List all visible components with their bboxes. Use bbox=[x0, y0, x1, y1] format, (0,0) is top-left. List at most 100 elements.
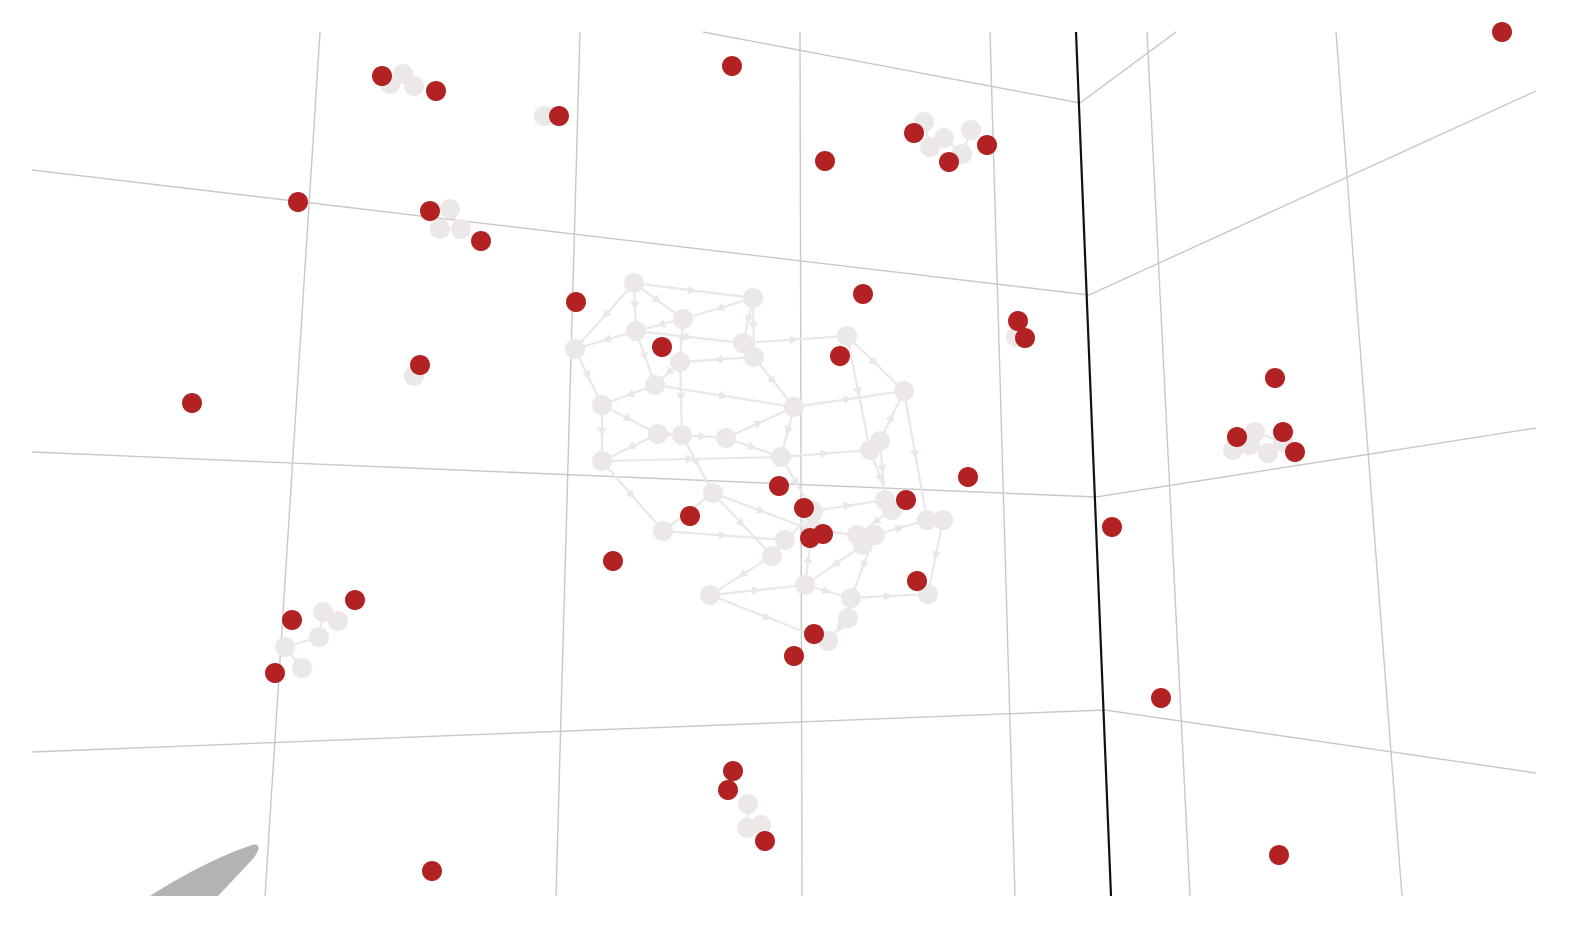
highlighted-node[interactable] bbox=[723, 761, 743, 781]
graph-node[interactable] bbox=[961, 120, 981, 140]
highlighted-node[interactable] bbox=[1008, 311, 1028, 331]
highlighted-node[interactable] bbox=[718, 780, 738, 800]
highlighted-node[interactable] bbox=[549, 106, 569, 126]
graph-node[interactable] bbox=[795, 575, 815, 595]
highlighted-node[interactable] bbox=[830, 346, 850, 366]
graph-node[interactable] bbox=[771, 447, 791, 467]
graph-node[interactable] bbox=[837, 326, 857, 346]
graph-node[interactable] bbox=[917, 510, 937, 530]
highlighted-node[interactable] bbox=[1265, 368, 1285, 388]
graph-node[interactable] bbox=[733, 333, 753, 353]
graph-node[interactable] bbox=[440, 199, 460, 219]
highlighted-node[interactable] bbox=[182, 393, 202, 413]
graph-node[interactable] bbox=[451, 219, 471, 239]
highlighted-node[interactable] bbox=[288, 192, 308, 212]
highlighted-node[interactable] bbox=[1269, 845, 1289, 865]
graph-node[interactable] bbox=[673, 309, 693, 329]
graph-node[interactable] bbox=[672, 425, 692, 445]
graph-node[interactable] bbox=[744, 347, 764, 367]
highlighted-node[interactable] bbox=[784, 646, 804, 666]
highlighted-node[interactable] bbox=[800, 528, 820, 548]
highlighted-node[interactable] bbox=[977, 135, 997, 155]
graph-node[interactable] bbox=[841, 588, 861, 608]
graph-node[interactable] bbox=[751, 815, 771, 835]
graph-node[interactable] bbox=[592, 395, 612, 415]
graph-node[interactable] bbox=[700, 585, 720, 605]
pointer-cursor-icon bbox=[150, 844, 259, 896]
highlighted-node[interactable] bbox=[958, 467, 978, 487]
graph-node[interactable] bbox=[838, 608, 858, 628]
graph-node[interactable] bbox=[1245, 422, 1265, 442]
graph-node[interactable] bbox=[934, 128, 954, 148]
graph-edge bbox=[793, 389, 905, 409]
graph-node[interactable] bbox=[762, 546, 782, 566]
graph-node[interactable] bbox=[309, 627, 329, 647]
highlighted-node[interactable] bbox=[755, 831, 775, 851]
graph-edge bbox=[676, 361, 686, 436]
highlighted-node[interactable] bbox=[426, 81, 446, 101]
highlighted-node[interactable] bbox=[603, 551, 623, 571]
highlighted-node[interactable] bbox=[1227, 427, 1247, 447]
highlighted-node[interactable] bbox=[282, 610, 302, 630]
graph-node[interactable] bbox=[882, 500, 902, 520]
highlighted-node[interactable] bbox=[769, 476, 789, 496]
graph-node[interactable] bbox=[653, 521, 673, 541]
highlighted-node[interactable] bbox=[1492, 22, 1512, 42]
highlighted-node[interactable] bbox=[815, 151, 835, 171]
graph-node[interactable] bbox=[648, 424, 668, 444]
highlighted-node[interactable] bbox=[372, 66, 392, 86]
graph-node[interactable] bbox=[670, 352, 690, 372]
graph-node[interactable] bbox=[645, 375, 665, 395]
graph-node[interactable] bbox=[626, 321, 646, 341]
graph-node[interactable] bbox=[775, 530, 795, 550]
graph-node[interactable] bbox=[703, 483, 723, 503]
highlighted-node[interactable] bbox=[1273, 422, 1293, 442]
graph-node[interactable] bbox=[894, 381, 914, 401]
graph-node[interactable] bbox=[784, 397, 804, 417]
grid-line-vertical bbox=[989, 31, 1016, 897]
highlighted-node[interactable] bbox=[896, 490, 916, 510]
graph-node[interactable] bbox=[534, 106, 554, 126]
graph-node[interactable] bbox=[738, 794, 758, 814]
graph-node[interactable] bbox=[743, 288, 763, 308]
graph-edge bbox=[601, 404, 659, 435]
graph-node[interactable] bbox=[870, 431, 890, 451]
highlighted-node[interactable] bbox=[1151, 688, 1171, 708]
highlighted-node[interactable] bbox=[265, 663, 285, 683]
graph-node[interactable] bbox=[313, 602, 333, 622]
highlighted-node[interactable] bbox=[680, 506, 700, 526]
graph-node[interactable] bbox=[716, 428, 736, 448]
graph-node[interactable] bbox=[565, 339, 585, 359]
highlighted-node[interactable] bbox=[1015, 328, 1035, 348]
graph-node[interactable] bbox=[404, 76, 424, 96]
highlighted-node[interactable] bbox=[420, 201, 440, 221]
graph-nodes[interactable] bbox=[182, 22, 1512, 881]
graph-node[interactable] bbox=[853, 535, 873, 555]
highlighted-node[interactable] bbox=[652, 337, 672, 357]
highlighted-node[interactable] bbox=[1102, 517, 1122, 537]
graph-node[interactable] bbox=[328, 611, 348, 631]
highlighted-node[interactable] bbox=[907, 571, 927, 591]
graph-node[interactable] bbox=[624, 273, 644, 293]
highlighted-node[interactable] bbox=[939, 152, 959, 172]
graph-node[interactable] bbox=[292, 658, 312, 678]
graph-node[interactable] bbox=[933, 510, 953, 530]
highlighted-node[interactable] bbox=[422, 861, 442, 881]
graph-node[interactable] bbox=[430, 219, 450, 239]
grid-line-vertical bbox=[1146, 31, 1191, 897]
highlighted-node[interactable] bbox=[904, 123, 924, 143]
highlighted-node[interactable] bbox=[794, 498, 814, 518]
highlighted-node[interactable] bbox=[1285, 442, 1305, 462]
highlighted-node[interactable] bbox=[566, 292, 586, 312]
graph-node[interactable] bbox=[1258, 443, 1278, 463]
graph-node[interactable] bbox=[592, 451, 612, 471]
highlighted-node[interactable] bbox=[410, 355, 430, 375]
highlighted-node[interactable] bbox=[853, 284, 873, 304]
highlighted-node[interactable] bbox=[345, 590, 365, 610]
highlighted-node[interactable] bbox=[722, 56, 742, 76]
highlighted-node[interactable] bbox=[804, 624, 824, 644]
highlighted-node[interactable] bbox=[471, 231, 491, 251]
graph-node[interactable] bbox=[275, 637, 295, 657]
